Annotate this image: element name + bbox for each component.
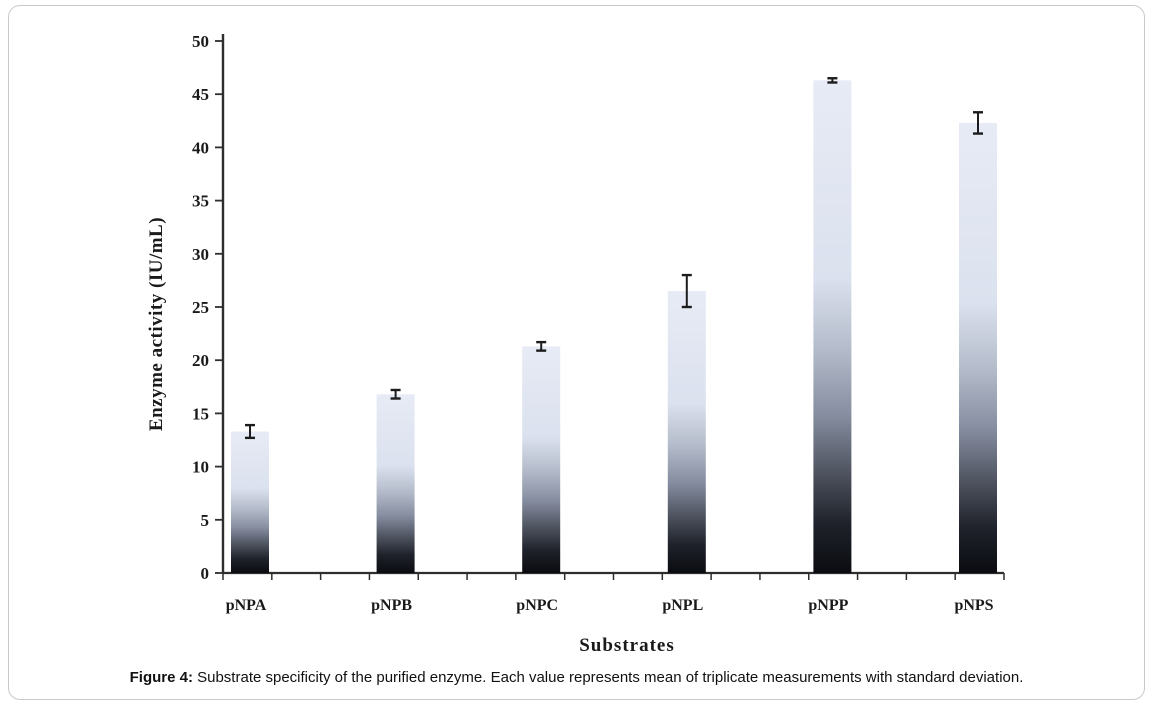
x-category-label-pNPA: pNPA: [226, 597, 267, 614]
y-tick-label: 10: [192, 458, 209, 477]
y-tick-label: 20: [192, 351, 209, 370]
y-tick-label: 50: [192, 32, 209, 51]
bar-chart: 0 5 10 15 20 25 30 35 40 45 50 pNPA pNPB pNPC pNPL pNPP…: [146, 32, 1005, 656]
bar-pNPP: [813, 80, 852, 574]
x-category-label-pNPC: pNPC: [516, 597, 558, 614]
y-tick-label: 5: [201, 511, 210, 530]
figure-caption-label: Figure 4:: [129, 669, 193, 686]
y-tick-label: 35: [192, 192, 209, 211]
x-category-label-pNPS: pNPS: [954, 597, 993, 614]
x-axis-title: Substrates: [579, 635, 675, 656]
bar-pNPS: [959, 122, 997, 573]
y-tick-label: 25: [192, 298, 209, 317]
y-tick-label: 30: [192, 245, 209, 264]
y-tick-label: 15: [192, 404, 209, 423]
y-axis-title: Enzyme activity (IU/mL): [146, 217, 167, 431]
bar-pNPA: [231, 431, 269, 573]
bar-pNPB: [376, 394, 415, 573]
figure-frame: 0 5 10 15 20 25 30 35 40 45 50 pNPA pNPB pNPC pNPL pNPP…: [8, 5, 1145, 700]
y-tick-label: 45: [192, 85, 209, 104]
x-category-label-pNPB: pNPB: [371, 597, 412, 614]
figure-caption-text: Substrate specificity of the purified en…: [192, 669, 1024, 686]
y-tick-label: 40: [192, 138, 209, 157]
bar-pNPL: [667, 291, 706, 573]
bar-pNPC: [522, 346, 561, 573]
figure-caption: Figure 4: Substrate specificity of the p…: [9, 669, 1144, 686]
y-tick-label: 0: [201, 564, 210, 583]
x-category-label-pNPP: pNPP: [808, 597, 848, 614]
x-category-label-pNPL: pNPL: [662, 597, 703, 614]
